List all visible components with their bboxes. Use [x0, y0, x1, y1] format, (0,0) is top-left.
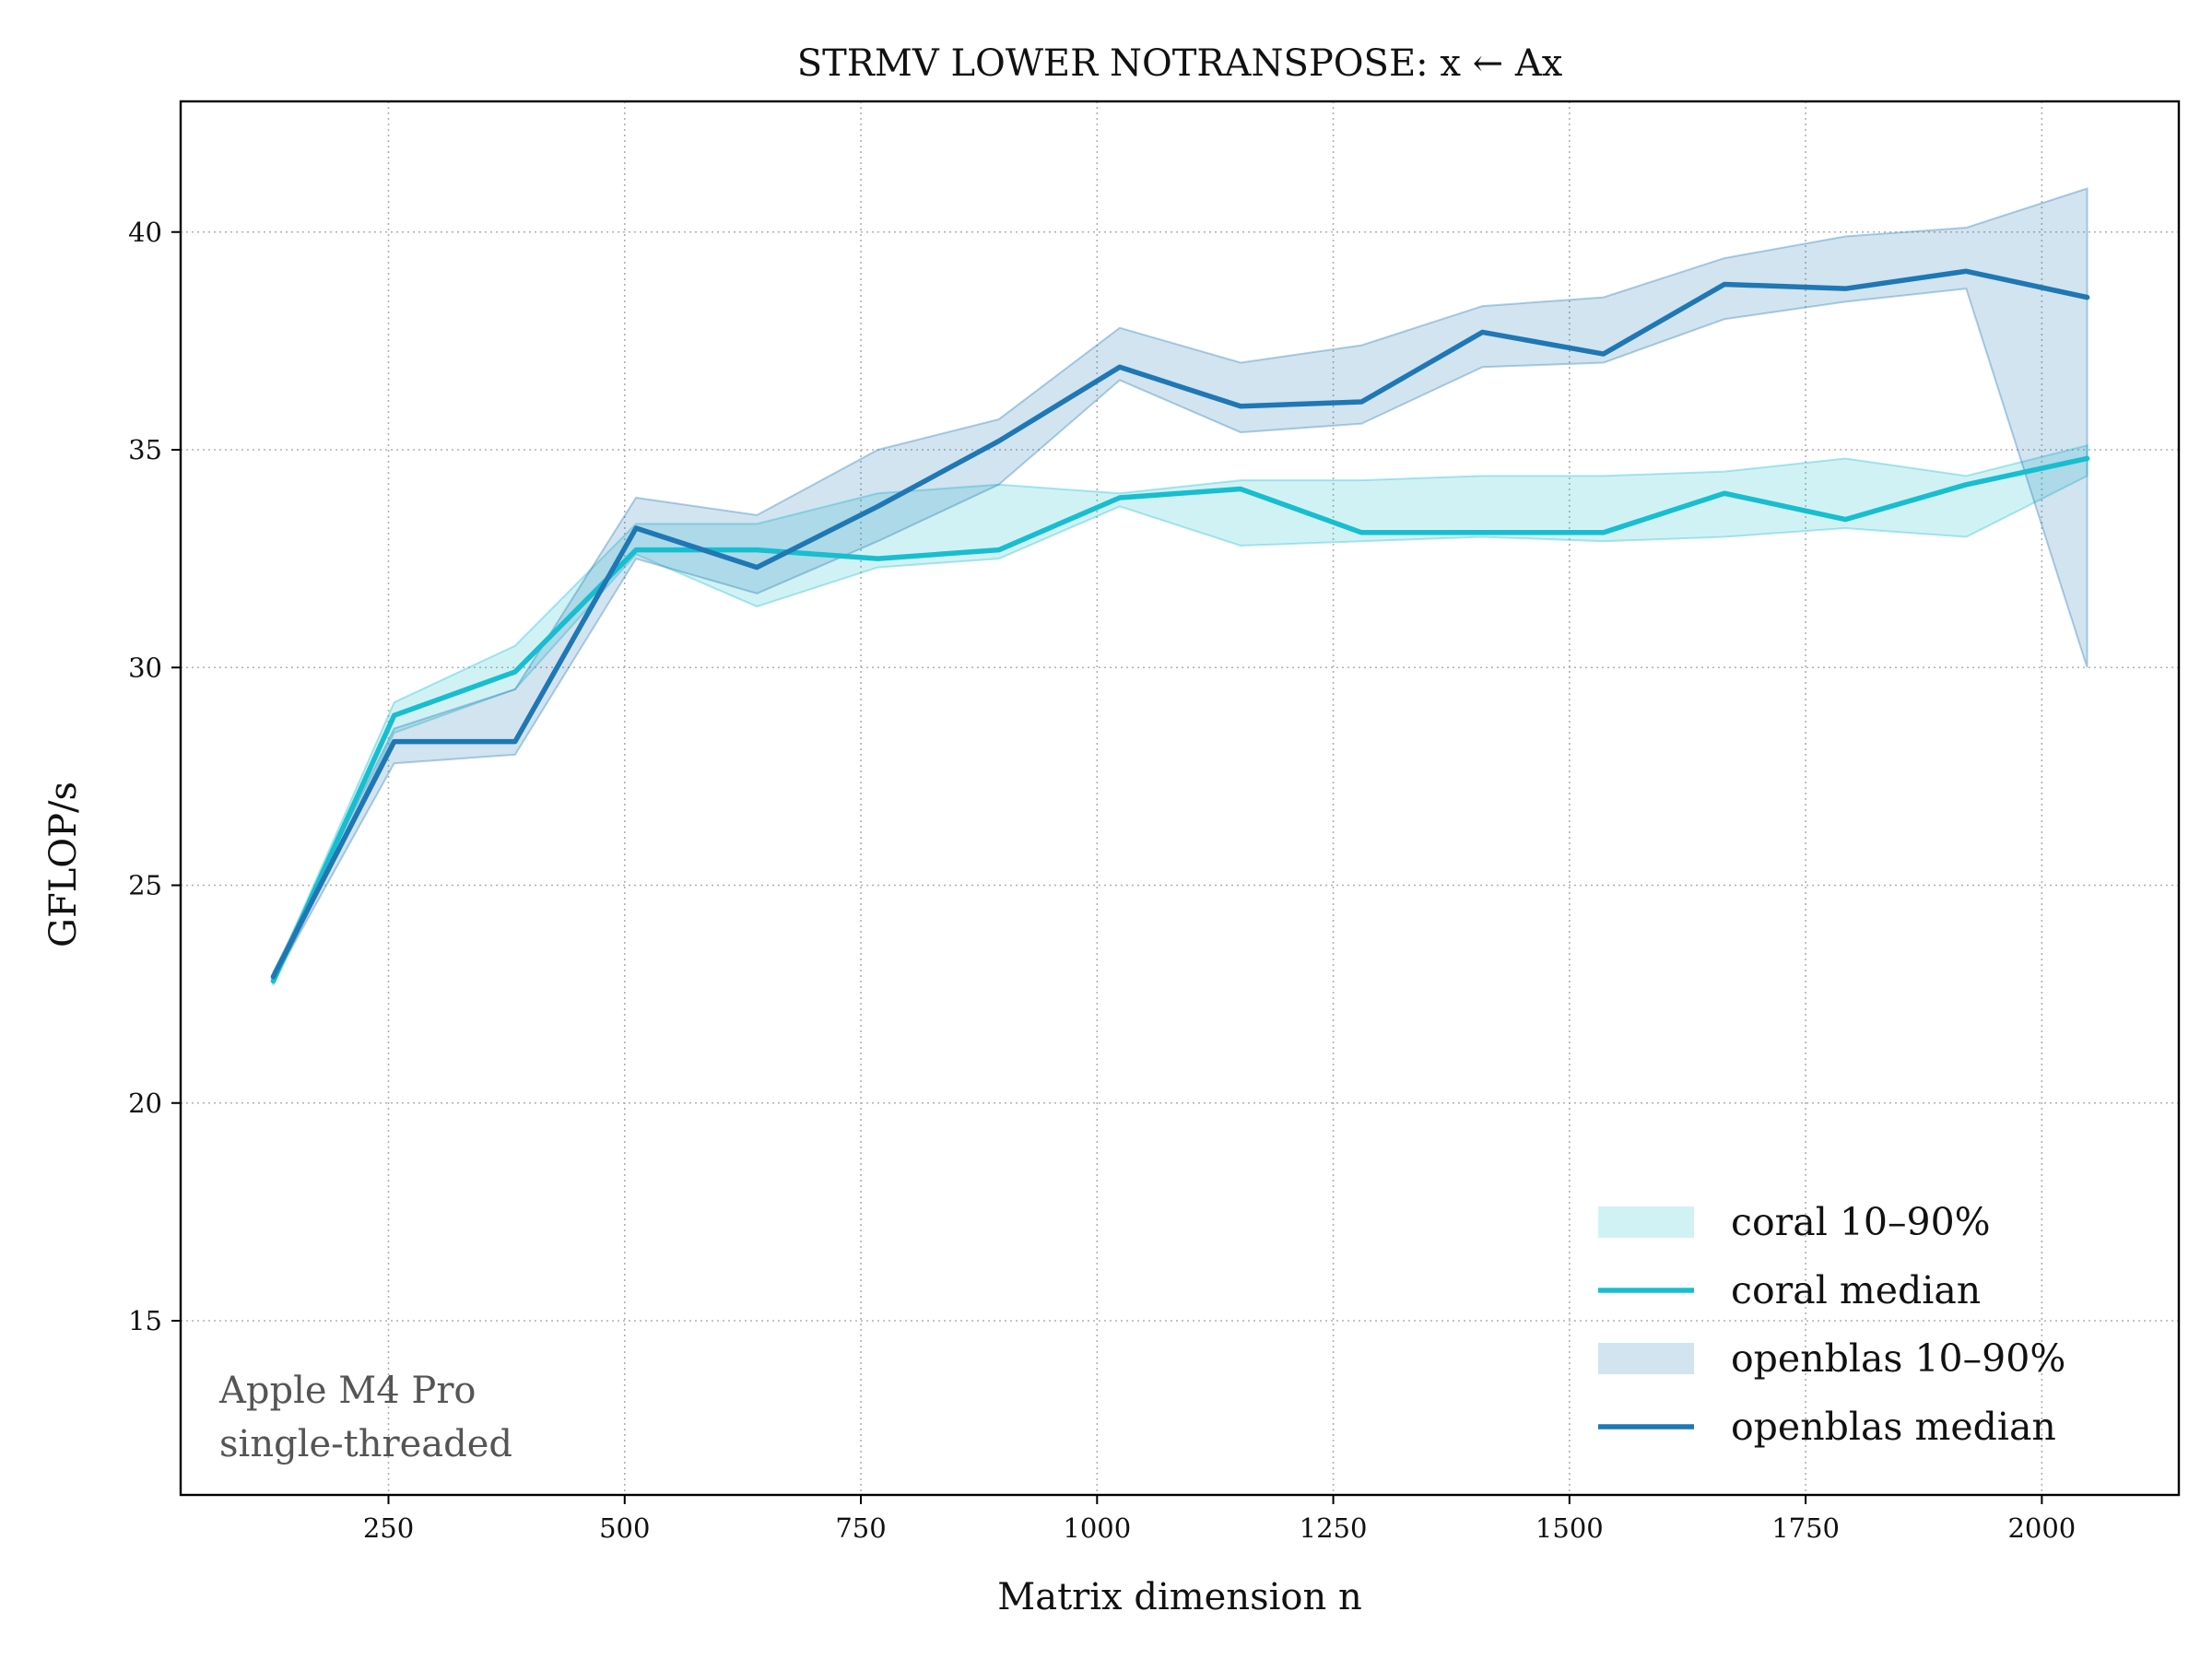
- percentile-band: [272, 443, 2088, 986]
- x-tick-label: 500: [599, 1512, 650, 1544]
- median-line: [270, 455, 2090, 984]
- y-tick-label: 35: [128, 434, 162, 465]
- y-axis-ticks: 15 20 25 30 35 40: [128, 217, 181, 1336]
- x-tick-label: 750: [835, 1512, 886, 1544]
- y-tick-label: 30: [128, 652, 162, 683]
- percentile-band: [272, 187, 2088, 985]
- y-tick-label: 25: [128, 870, 162, 901]
- y-tick-label: 20: [128, 1088, 162, 1119]
- hardware-annotation: Apple M4 Pro single-threaded: [218, 1370, 512, 1465]
- y-tick-label: 40: [128, 217, 162, 248]
- x-tick-label: 2000: [2007, 1512, 2076, 1544]
- y-axis-label: GFLOP/s: [42, 782, 85, 947]
- legend-label: openblas 10–90%: [1731, 1336, 2065, 1381]
- plot-frame: [179, 100, 2181, 1497]
- x-tick-label: 1250: [1300, 1512, 1368, 1544]
- x-axis-label: Matrix dimension n: [997, 1576, 1361, 1618]
- y-tick-label: 15: [128, 1305, 162, 1336]
- grid: [181, 101, 2179, 1495]
- chart-title: STRMV LOWER NOTRANSPOSE: x ← Ax: [797, 42, 1563, 85]
- median-line: [270, 268, 2090, 980]
- legend: coral 10–90% coral median openblas 10–90% o…: [1598, 1200, 2065, 1449]
- x-tick-label: 250: [363, 1512, 414, 1544]
- legend-label: coral median: [1731, 1268, 1981, 1312]
- annotation-line-1: Apple M4 Pro: [218, 1370, 477, 1412]
- legend-label: openblas median: [1731, 1405, 2056, 1449]
- x-axis-ticks: 250 500 750 1000 1250 1500 1750 2000: [363, 1495, 2076, 1544]
- legend-label: coral 10–90%: [1731, 1200, 1991, 1244]
- legend-band-swatch: [1598, 1206, 1694, 1238]
- legend-band-swatch: [1598, 1343, 1694, 1374]
- x-tick-label: 1750: [1771, 1512, 1840, 1544]
- median-lines: [270, 268, 2090, 984]
- x-tick-label: 1000: [1063, 1512, 1131, 1544]
- annotation-line-2: single-threaded: [219, 1423, 512, 1465]
- x-tick-label: 1500: [1535, 1512, 1604, 1544]
- percentile-bands: [272, 187, 2088, 986]
